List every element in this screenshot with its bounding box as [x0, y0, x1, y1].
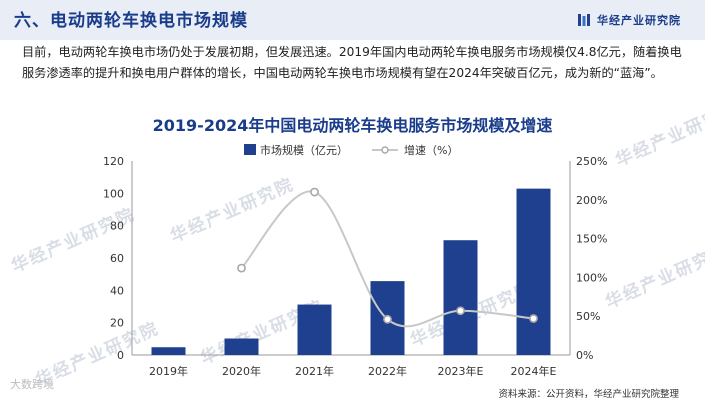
- bar: [443, 240, 478, 355]
- growth-line: [240, 190, 534, 328]
- brand-logo-icon: [578, 14, 590, 26]
- growth-point: [456, 306, 465, 316]
- y-right-tick-label: 200%: [576, 194, 607, 207]
- growth-point: [383, 314, 392, 324]
- y-left-tick-label: 20: [110, 317, 124, 330]
- legend-line-marker: [381, 146, 389, 154]
- x-tick-label: 2024年E: [511, 364, 557, 378]
- corner-mark: 大数跨境: [10, 376, 54, 392]
- x-tick-label: 2021年: [295, 364, 334, 378]
- section-title: 六、电动两轮车换电市场规模: [14, 11, 248, 31]
- y-left-tick-label: 0: [117, 349, 124, 362]
- bar: [297, 304, 332, 355]
- brand-name: 华经产业研究院: [597, 14, 681, 27]
- x-tick-label: 2023年E: [438, 364, 484, 378]
- brand: 华经产业研究院: [577, 11, 681, 29]
- chart-title: 2019-2024年中国电动两轮车换电服务市场规模及增速: [152, 116, 553, 135]
- growth-point: [237, 263, 246, 273]
- x-tick-label: 2020年: [222, 364, 261, 378]
- legend-bar-label: 市场规模（亿元）: [260, 143, 348, 157]
- y-right-tick-label: 150%: [576, 233, 607, 246]
- growth-point: [310, 187, 319, 197]
- corner-mark-text: 大数跨境: [10, 378, 54, 391]
- source-note: 资料来源：公开资料，华经产业研究院整理: [498, 389, 679, 400]
- y-right-tick-label: 100%: [576, 271, 607, 284]
- bar: [151, 347, 186, 355]
- y-right-tick-label: 0%: [576, 349, 593, 362]
- legend-bar-swatch: [244, 144, 256, 155]
- y-right-tick-label: 250%: [576, 155, 607, 168]
- x-tick-label: 2019年: [149, 364, 188, 378]
- y-right-tick-label: 50%: [576, 310, 600, 323]
- y-left-tick-label: 80: [110, 220, 124, 233]
- x-tick-label: 2022年: [368, 364, 407, 378]
- intro-paragraph: 目前，电动两轮车换电市场仍处于发展初期，但发展迅速。2019年国内电动两轮车换电…: [22, 45, 682, 80]
- y-left-tick-label: 100: [103, 187, 124, 200]
- growth-point: [529, 314, 538, 323]
- bar: [516, 188, 551, 355]
- legend-line-label: 增速（%）: [404, 143, 458, 157]
- section-header: 六、电动两轮车换电市场规模 华经产业研究院: [0, 0, 705, 40]
- y-left-tick-label: 60: [110, 252, 124, 265]
- y-left-tick-label: 40: [110, 284, 124, 297]
- bar: [224, 338, 259, 355]
- y-left-tick-label: 120: [103, 155, 124, 168]
